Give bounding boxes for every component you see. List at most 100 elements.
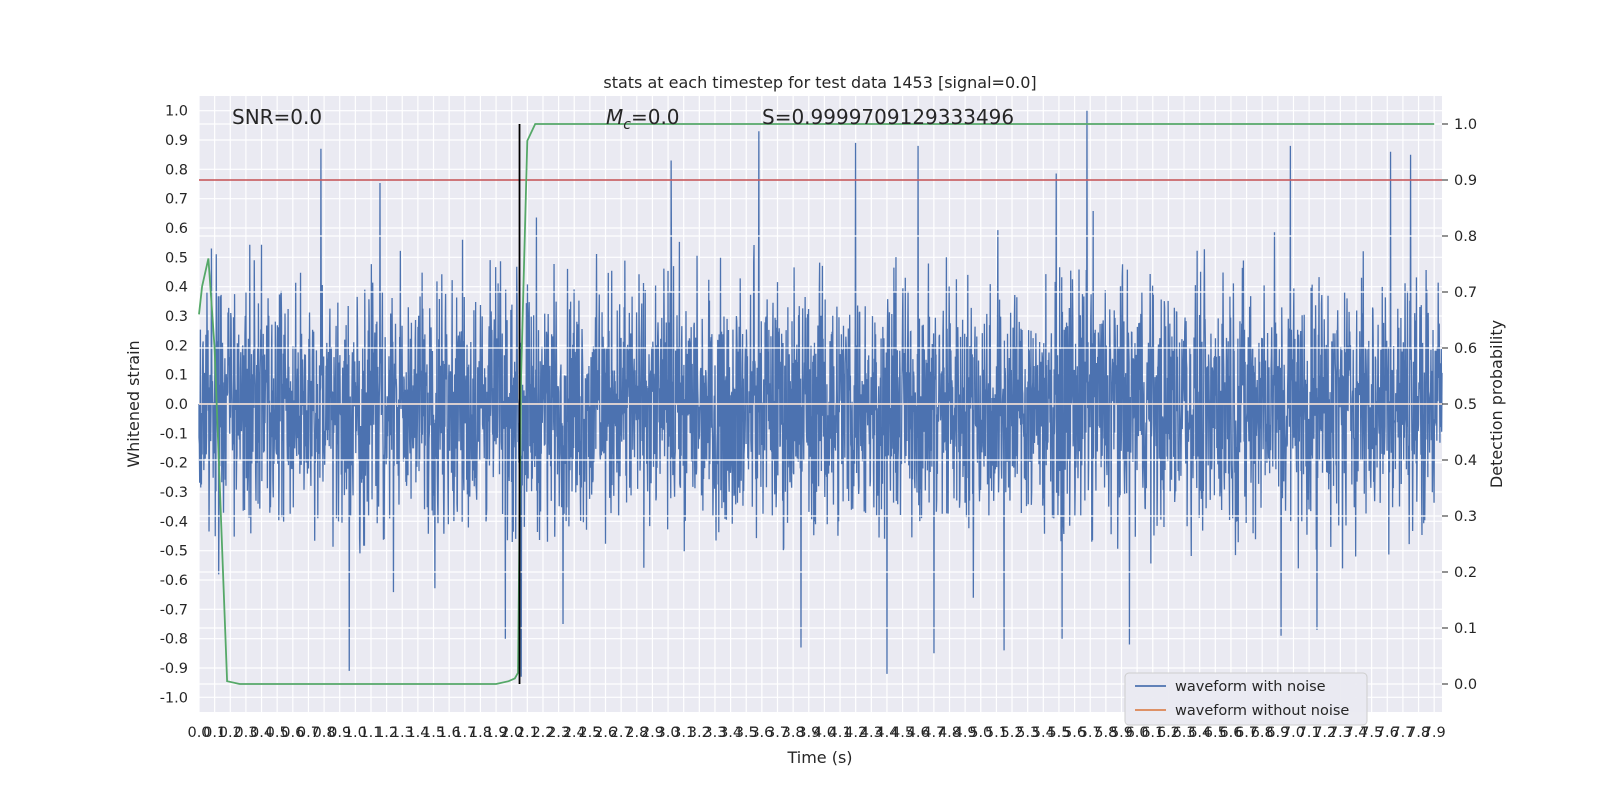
x-tick-label: 1.9 bbox=[485, 725, 508, 741]
x-tick-label: 6.3 bbox=[1172, 725, 1195, 741]
x-tick-label: 4.7 bbox=[922, 725, 945, 741]
x-tick-label: 0.9 bbox=[328, 725, 351, 741]
probability-trace bbox=[198, 123, 1435, 685]
x-tick-label: 2.1 bbox=[516, 725, 539, 741]
y-tick-label: 0.0 bbox=[165, 397, 188, 413]
x-tick-label: 6.1 bbox=[1141, 725, 1164, 741]
x-tick-label: 0.1 bbox=[203, 725, 226, 741]
x-tick-label: 6.2 bbox=[1157, 725, 1180, 741]
detection-probability-series bbox=[198, 123, 1435, 685]
waveform-with-noise-series bbox=[198, 110, 1443, 677]
y-tick-label: -0.3 bbox=[160, 485, 188, 501]
y-tick-label: 0.7 bbox=[165, 192, 188, 208]
y-tick-labels: 1.0 0.9 0.8 0.7 0.6 0.5 0.4 0.3 0.2 0.1 0.0 -0.1 -0.… bbox=[160, 104, 188, 707]
x-tick-label: 0.8 bbox=[313, 725, 336, 741]
x-tick-label: 3.0 bbox=[657, 725, 680, 741]
right-y-tick-label: 0.3 bbox=[1454, 509, 1477, 525]
y-tick-label: 0.1 bbox=[165, 368, 188, 384]
x-tick-label: 1.7 bbox=[453, 725, 476, 741]
right-y-tick-label: 0.0 bbox=[1454, 677, 1477, 693]
x-tick-label: 5.7 bbox=[1079, 725, 1102, 741]
x-tick-label: 0.5 bbox=[266, 725, 289, 741]
chirp-mass-annotation: Mc=0.0 bbox=[606, 105, 680, 133]
y-tick-label: 0.2 bbox=[165, 338, 188, 354]
x-tick-label: 7.2 bbox=[1313, 725, 1336, 741]
x-tick-label: 4.5 bbox=[891, 725, 914, 741]
x-tick-label: 7.7 bbox=[1391, 725, 1414, 741]
y-tick-label: -0.2 bbox=[160, 456, 188, 472]
x-tick-label: 2.2 bbox=[531, 725, 554, 741]
snr-annotation: SNR=0.0 bbox=[232, 105, 322, 129]
y-tick-label: 0.3 bbox=[165, 309, 188, 325]
right-y-tick-label: 0.1 bbox=[1454, 621, 1477, 637]
right-y-tick-labels: 1.0 0.9 0.8 0.7 0.6 0.5 0.4 0.3 0.2 0.1 0.0 bbox=[1442, 117, 1477, 693]
x-tick-label: 5.8 bbox=[1094, 725, 1117, 741]
x-tick-label: 2.6 bbox=[594, 725, 617, 741]
x-tick-label: 5.0 bbox=[969, 725, 992, 741]
y-tick-label: 0.6 bbox=[165, 221, 188, 237]
y-tick-label: -0.5 bbox=[160, 544, 188, 560]
x-tick-label: 5.9 bbox=[1110, 725, 1133, 741]
x-tick-label: 0.7 bbox=[297, 725, 320, 741]
x-tick-label: 3.1 bbox=[672, 725, 695, 741]
right-y-tick-label: 0.2 bbox=[1454, 565, 1477, 581]
x-tick-label: 4.9 bbox=[954, 725, 977, 741]
y-tick-label: 0.4 bbox=[165, 280, 188, 296]
x-tick-label: 1.4 bbox=[406, 725, 429, 741]
x-tick-label: 7.0 bbox=[1282, 725, 1305, 741]
chirp-mass-value: =0.0 bbox=[631, 105, 680, 129]
y-tick-label: -0.8 bbox=[160, 632, 188, 648]
x-tick-label: 7.8 bbox=[1407, 725, 1430, 741]
right-y-tick-label: 0.6 bbox=[1454, 341, 1477, 357]
x-tick-label: 2.3 bbox=[547, 725, 570, 741]
x-tick-label: 7.3 bbox=[1329, 725, 1352, 741]
x-tick-label: 4.0 bbox=[813, 725, 836, 741]
right-y-tick-label: 0.4 bbox=[1454, 453, 1477, 469]
x-tick-label: 4.3 bbox=[860, 725, 883, 741]
x-tick-label: 0.2 bbox=[219, 725, 242, 741]
x-tick-label: 4.1 bbox=[829, 725, 852, 741]
x-tick-label: 5.2 bbox=[1001, 725, 1024, 741]
right-y-tick-label: 0.5 bbox=[1454, 397, 1477, 413]
legend-box bbox=[1124, 672, 1368, 726]
x-tick-label: 7.4 bbox=[1344, 725, 1367, 741]
x-tick-label: 3.6 bbox=[750, 725, 773, 741]
y-axis-label: Whitened strain bbox=[124, 340, 143, 467]
legend-label-noise: waveform with noise bbox=[1175, 679, 1326, 695]
x-tick-label: 1.6 bbox=[438, 725, 461, 741]
x-tick-label: 0.3 bbox=[234, 725, 257, 741]
y-tick-label: 0.5 bbox=[165, 250, 188, 266]
y-tick-label: 0.8 bbox=[165, 162, 188, 178]
x-tick-label: 5.1 bbox=[985, 725, 1008, 741]
x-tick-label: 1.0 bbox=[344, 725, 367, 741]
x-tick-label: 2.0 bbox=[500, 725, 523, 741]
x-tick-label: 6.0 bbox=[1126, 725, 1149, 741]
x-tick-label: 2.7 bbox=[610, 725, 633, 741]
right-y-tick-label: 1.0 bbox=[1454, 117, 1477, 133]
right-y-tick-label: 0.7 bbox=[1454, 285, 1477, 301]
x-tick-label: 0.4 bbox=[250, 725, 273, 741]
right-y-tick-label: 0.9 bbox=[1454, 173, 1477, 189]
y-tick-label: -0.4 bbox=[160, 514, 188, 530]
x-tick-label: 2.4 bbox=[563, 725, 586, 741]
x-tick-label: 6.9 bbox=[1266, 725, 1289, 741]
x-tick-label: 6.4 bbox=[1188, 725, 1211, 741]
x-tick-label: 1.8 bbox=[469, 725, 492, 741]
right-y-tick-label: 0.8 bbox=[1454, 229, 1477, 245]
x-tick-label: 7.6 bbox=[1376, 725, 1399, 741]
x-tick-label: 3.9 bbox=[797, 725, 820, 741]
y-tick-label: -0.6 bbox=[160, 573, 188, 589]
x-tick-label: 7.1 bbox=[1298, 725, 1321, 741]
x-tick-label: 2.9 bbox=[641, 725, 664, 741]
x-tick-label: 5.4 bbox=[1032, 725, 1055, 741]
x-tick-label: 4.6 bbox=[907, 725, 930, 741]
x-tick-label: 3.3 bbox=[703, 725, 726, 741]
x-tick-label: 7.5 bbox=[1360, 725, 1383, 741]
x-tick-label: 5.6 bbox=[1063, 725, 1086, 741]
noise-trace bbox=[198, 110, 1443, 677]
x-tick-label: 4.2 bbox=[844, 725, 867, 741]
x-tick-label: 4.4 bbox=[875, 725, 898, 741]
y-tick-label: -0.1 bbox=[160, 426, 188, 442]
x-tick-label: 6.6 bbox=[1219, 725, 1242, 741]
